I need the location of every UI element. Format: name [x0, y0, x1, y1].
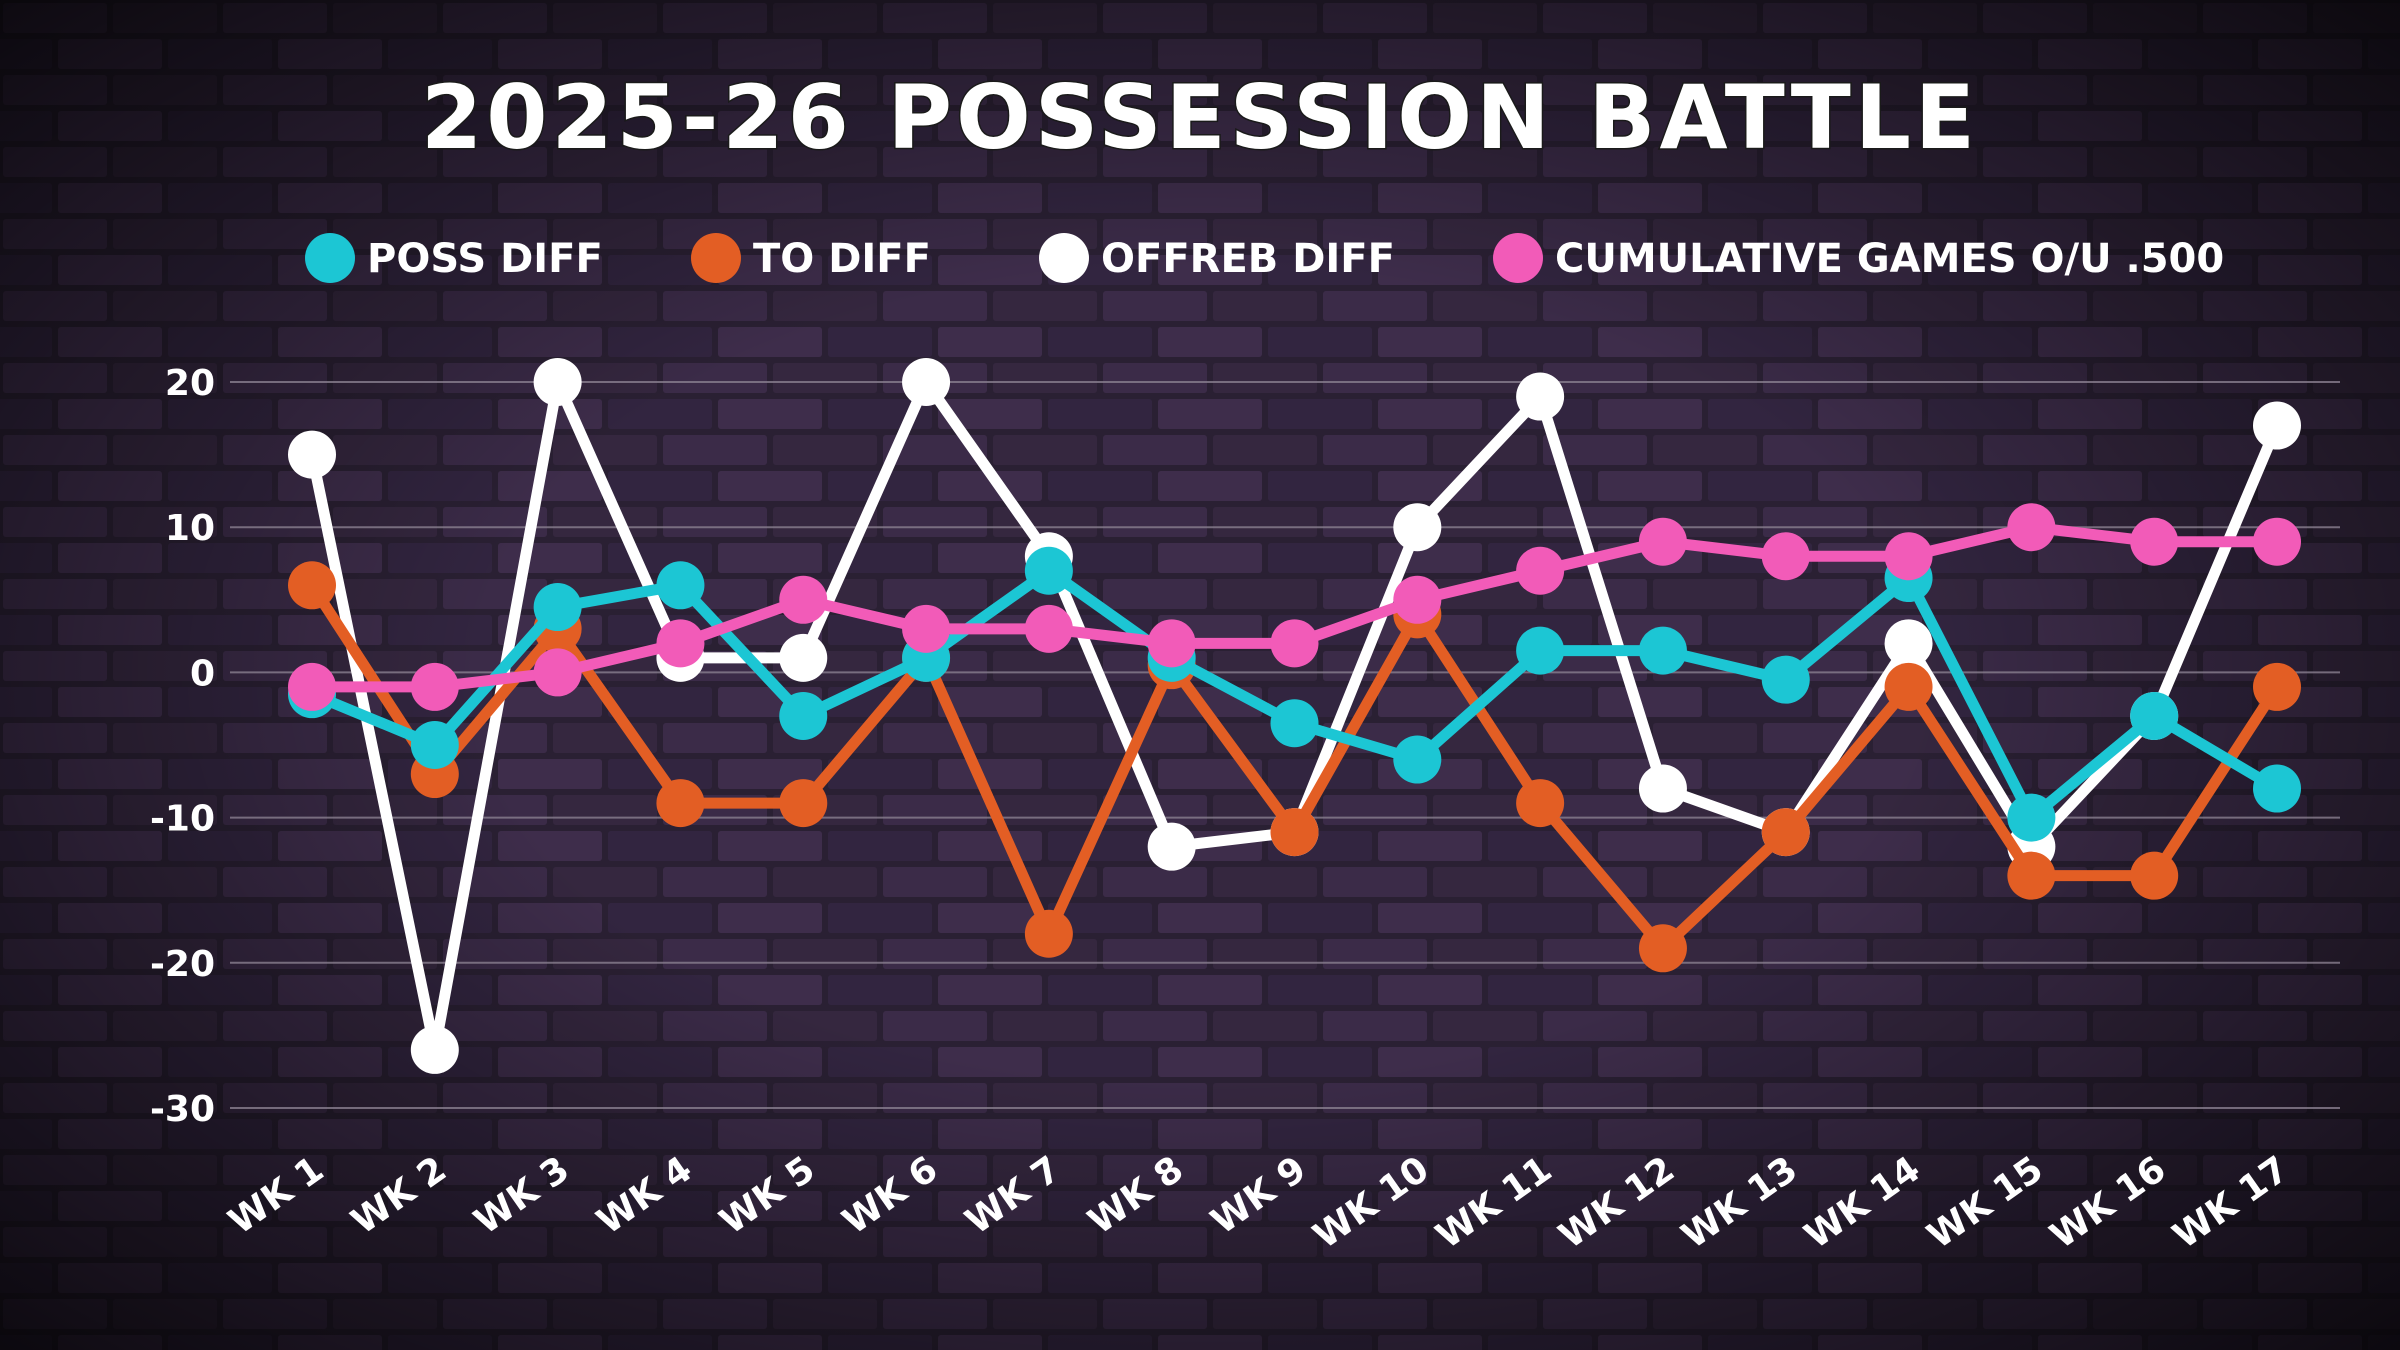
- legend-item-cumulative-games-o-u-500: CUMULATIVE GAMES O/U .500: [1493, 233, 2224, 283]
- data-point: [410, 721, 459, 769]
- data-point: [1761, 655, 1810, 704]
- data-point: [2130, 691, 2179, 740]
- data-point: [1270, 619, 1319, 668]
- data-point: [656, 619, 705, 668]
- legend-label: POSS DIFF: [367, 236, 603, 282]
- series-poss-diff: [288, 546, 2301, 842]
- chart-title: 2025-26 POSSESSION BATTLE: [421, 66, 1979, 169]
- data-point: [1516, 372, 1565, 421]
- data-point: [1638, 626, 1687, 675]
- data-point: [902, 358, 951, 406]
- data-point: [1393, 503, 1442, 552]
- data-point: [1884, 619, 1933, 668]
- data-point: [1638, 924, 1687, 973]
- data-point: [410, 662, 459, 711]
- data-point: [1024, 909, 1073, 958]
- y-tick-label: 10: [165, 508, 215, 549]
- data-point: [1884, 662, 1933, 711]
- data-point: [1147, 822, 1196, 871]
- legend-marker: [305, 233, 355, 283]
- data-point: [2007, 503, 2056, 552]
- data-point: [902, 604, 951, 653]
- data-point: [410, 1025, 459, 1074]
- data-point: [1270, 808, 1319, 857]
- data-point: [1516, 626, 1565, 675]
- y-tick-label: 0: [190, 653, 215, 694]
- data-point: [656, 561, 705, 610]
- data-point: [2253, 662, 2301, 711]
- data-point: [533, 648, 582, 697]
- data-point: [1393, 735, 1442, 784]
- data-point: [1516, 779, 1565, 828]
- data-point: [1516, 546, 1565, 595]
- data-point: [288, 662, 336, 711]
- data-point: [1147, 619, 1196, 668]
- data-point: [1393, 575, 1442, 624]
- data-point: [779, 779, 828, 828]
- y-tick-label: -30: [150, 1089, 215, 1130]
- chart-legend: POSS DIFF TO DIFF OFFREB DIFF CUMULATIVE GA…: [305, 233, 2224, 283]
- legend-label: TO DIFF: [753, 236, 931, 282]
- y-tick-label: -20: [150, 944, 215, 985]
- data-point: [1270, 699, 1319, 748]
- data-point: [779, 575, 828, 624]
- data-point: [1638, 517, 1687, 566]
- y-tick-label: 20: [165, 363, 215, 404]
- data-point: [1024, 546, 1073, 595]
- data-point: [1761, 532, 1810, 581]
- legend-item-poss-diff: POSS DIFF: [305, 233, 603, 283]
- data-point: [779, 691, 828, 740]
- data-point: [1884, 532, 1933, 581]
- series-cumulative-games-o-u-500: [288, 503, 2301, 711]
- legend-marker: [1039, 233, 1089, 283]
- legend-item-to-diff: TO DIFF: [691, 233, 931, 283]
- data-point: [2253, 517, 2301, 566]
- legend-label: OFFREB DIFF: [1101, 236, 1395, 282]
- y-tick-label: -10: [150, 799, 215, 840]
- legend-label: CUMULATIVE GAMES O/U .500: [1555, 236, 2224, 282]
- data-point: [2130, 851, 2179, 900]
- data-point: [2253, 764, 2301, 813]
- legend-item-offreb-diff: OFFREB DIFF: [1039, 233, 1395, 283]
- data-point: [288, 430, 336, 479]
- series-layer: [288, 358, 2301, 1074]
- data-point: [1761, 808, 1810, 857]
- legend-marker: [1493, 233, 1543, 283]
- data-point: [779, 633, 828, 682]
- data-point: [2007, 793, 2056, 842]
- data-point: [1024, 604, 1073, 653]
- data-point: [656, 779, 705, 828]
- y-axis: 20 10 0 -10 -20 -30: [150, 363, 215, 1130]
- data-point: [288, 561, 336, 610]
- data-point: [2130, 517, 2179, 566]
- data-point: [533, 583, 582, 632]
- data-point: [2007, 851, 2056, 900]
- legend-marker: [691, 233, 741, 283]
- data-point: [2253, 401, 2301, 450]
- data-point: [1638, 764, 1687, 813]
- data-point: [533, 358, 582, 406]
